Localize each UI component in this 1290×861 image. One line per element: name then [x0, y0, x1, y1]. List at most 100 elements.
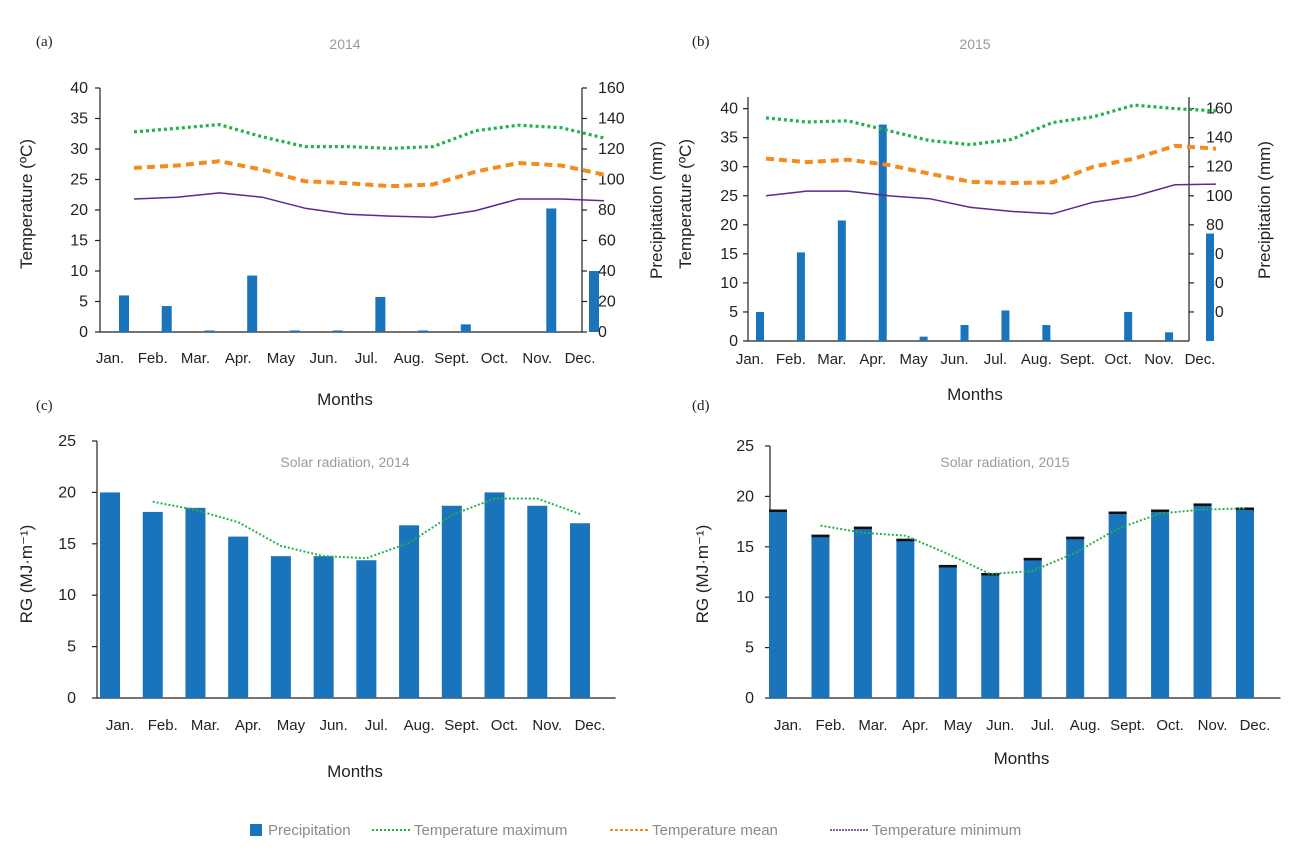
- precipitation-bar: [204, 330, 215, 332]
- y-left-tick-label: 0: [79, 324, 88, 341]
- radiation-bar: [570, 523, 590, 698]
- x-axis-label: Months: [994, 749, 1050, 768]
- radiation-bar-cap: [938, 564, 957, 568]
- x-tick-label: Jun.: [309, 350, 337, 367]
- x-tick-label: Sept.: [1110, 717, 1145, 734]
- y-left-tick-label: 15: [736, 539, 754, 556]
- radiation-bar-cap: [811, 534, 830, 538]
- radiation-bar: [1193, 503, 1212, 698]
- x-tick-label: Jan.: [96, 350, 124, 367]
- precipitation-bar: [375, 296, 386, 332]
- y-left-tick-label: 25: [58, 433, 76, 450]
- y-left-tick-label: 5: [67, 639, 76, 656]
- x-tick-label: Aug.: [1070, 717, 1101, 734]
- y-left-tick-label: 5: [729, 304, 738, 321]
- radiation-bar: [441, 505, 462, 698]
- panel-title: 2014: [329, 36, 360, 52]
- x-tick-label: Dec.: [1185, 351, 1216, 368]
- radiation-bar: [1066, 536, 1085, 698]
- radiation-bar-cap: [1108, 511, 1127, 515]
- radiation-bar: [1151, 509, 1170, 698]
- x-tick-label: Mar.: [817, 351, 846, 368]
- precipitation-bar: [161, 306, 172, 332]
- radiation-bar: [100, 492, 120, 698]
- precipitation-bar: [1001, 310, 1010, 341]
- x-tick-label: Apr.: [225, 350, 252, 367]
- precipitation-bar: [919, 336, 928, 341]
- y-right-tick-label: 140: [598, 111, 625, 128]
- x-tick-label: Oct.: [481, 350, 509, 367]
- y-left-tick-label: 20: [736, 488, 754, 505]
- precipitation-bar: [756, 311, 764, 341]
- radiation-trend-line: [152, 497, 581, 560]
- x-tick-label: Feb.: [815, 717, 845, 734]
- panel-title: 2015: [959, 36, 990, 52]
- y-left-tick-label: 0: [729, 333, 738, 350]
- x-tick-label: Mar.: [181, 350, 210, 367]
- precipitation-bar: [1124, 311, 1133, 341]
- x-tick-label: Aug.: [1021, 351, 1052, 368]
- x-tick-label: Sept.: [1060, 351, 1095, 368]
- x-tick-label: Feb.: [148, 717, 178, 734]
- x-tick-label: Jul.: [1031, 717, 1054, 734]
- x-tick-label: Dec.: [575, 717, 606, 734]
- precipitation-bar: [878, 124, 887, 341]
- y-left-tick-label: 40: [70, 80, 88, 97]
- x-tick-label: Mar.: [191, 717, 220, 734]
- panel-title: Solar radiation, 2015: [940, 454, 1069, 470]
- radiation-bar-cap: [981, 573, 1000, 576]
- radiation-bar: [142, 511, 163, 698]
- precipitation-bar: [1042, 325, 1051, 341]
- radiation-bar: [769, 509, 787, 698]
- x-tick-label: Jul.: [355, 350, 378, 367]
- y-left-tick-label: 25: [720, 188, 738, 205]
- series-line-temperature-minimum: [133, 192, 605, 219]
- x-tick-label: Jan.: [736, 351, 764, 368]
- precipitation-bar: [960, 325, 969, 341]
- radiation-bar: [811, 534, 830, 698]
- panel-title: Solar radiation, 2014: [280, 454, 409, 470]
- legend-tmean-label: Temperature mean: [652, 822, 778, 839]
- y-left-tick-label: 10: [736, 589, 754, 606]
- panel-letter: (d): [692, 398, 710, 414]
- radiation-bar: [313, 556, 334, 698]
- y-left-tick-label: 30: [720, 159, 738, 176]
- radiation-trend-line: [820, 507, 1246, 576]
- y-right-tick-label: 80: [1206, 217, 1224, 234]
- x-tick-label: Dec.: [1240, 717, 1271, 734]
- legend-precipitation-label: Precipitation: [268, 822, 351, 839]
- y-left-tick-label: 10: [720, 275, 738, 292]
- x-tick-label: Jul.: [365, 717, 388, 734]
- y-left-tick-label: 15: [70, 233, 88, 250]
- y-left-tick-label: 0: [745, 690, 754, 707]
- x-tick-label: Mar.: [858, 717, 887, 734]
- precipitation-bar: [589, 271, 599, 332]
- x-tick-label: Dec.: [565, 350, 596, 367]
- x-tick-label: Jun.: [940, 351, 968, 368]
- chart-panel-b: (b) 2015051015202530354020406080100120140…: [676, 34, 1274, 404]
- x-tick-label: Nov.: [1144, 351, 1174, 368]
- radiation-bar: [228, 536, 249, 698]
- precipitation-bar: [289, 330, 300, 332]
- precipitation-bar: [247, 275, 258, 332]
- x-tick-label: Jul.: [984, 351, 1007, 368]
- y-right-tick-label: 20: [598, 294, 616, 311]
- charts-group: (a) 2014051015202530354002040608010012014…: [17, 34, 1281, 781]
- y-left-tick-label: 40: [720, 101, 738, 118]
- y-right-tick-label: 80: [598, 202, 616, 219]
- y-right-tick-label: 160: [1206, 101, 1233, 118]
- y-left-tick-label: 20: [58, 484, 76, 501]
- precipitation-bar: [418, 330, 429, 332]
- y-axis-left-label: Temperature (ºC): [17, 139, 36, 269]
- y-left-tick-label: 10: [70, 263, 88, 280]
- x-axis-label: Months: [317, 390, 373, 409]
- radiation-bar: [484, 492, 505, 698]
- precipitation-bar: [1206, 233, 1214, 341]
- chart-panel-a: (a) 2014 0 5 10 15 20 25 30 35 40 0 20 40 60 80 100 120 14…: [17, 34, 666, 409]
- radiation-bar: [896, 538, 915, 698]
- y-right-tick-label: 60: [598, 233, 616, 250]
- panel-letter: (c): [36, 398, 53, 414]
- radiation-bar: [853, 526, 872, 698]
